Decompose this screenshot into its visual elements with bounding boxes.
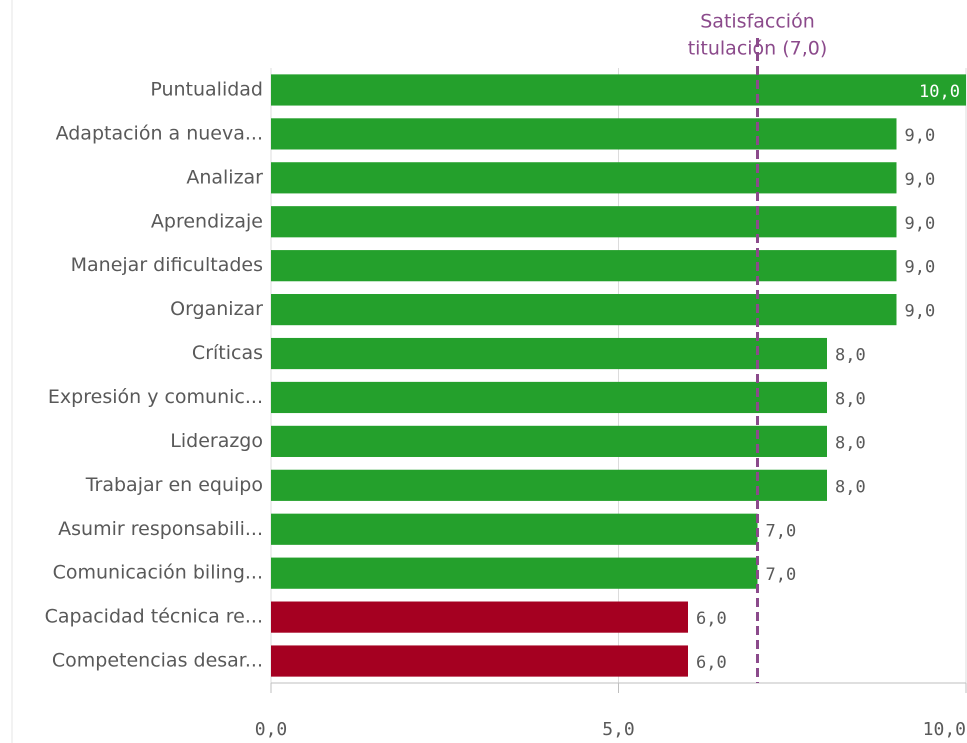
data-label: 9,0	[905, 214, 936, 234]
y-tick-label: Capacidad técnica re...	[45, 606, 263, 628]
reference-label: Satisfacción	[700, 11, 815, 33]
y-tick-label: Analizar	[186, 166, 263, 188]
bar	[271, 74, 966, 106]
reference-label: titulación (7,0)	[688, 38, 828, 60]
data-label: 9,0	[905, 302, 936, 322]
bar	[271, 206, 897, 238]
bar	[271, 601, 688, 633]
bar	[271, 513, 758, 545]
data-label: 9,0	[905, 258, 936, 278]
bar	[271, 645, 688, 677]
y-tick-label: Adaptación a nueva...	[56, 122, 263, 144]
y-tick-label: Asumir responsabili...	[58, 518, 263, 540]
bar	[271, 250, 897, 282]
y-tick-label: Manejar dificultades	[71, 254, 263, 276]
y-tick-label: Críticas	[192, 342, 263, 364]
bar	[271, 381, 827, 414]
y-tick-label: Trabajar en equipo	[85, 474, 263, 496]
bar	[271, 469, 827, 501]
y-tick-label: Expresión y comunic...	[48, 386, 263, 408]
data-label: 8,0	[835, 346, 866, 366]
y-tick-label: Organizar	[170, 298, 263, 320]
data-label: 6,0	[696, 609, 727, 629]
y-tick-label: Liderazgo	[170, 430, 263, 452]
data-label: 9,0	[905, 170, 936, 190]
y-tick-label: Comunicación biling...	[53, 562, 263, 584]
bar	[271, 118, 897, 150]
y-tick-label: Aprendizaje	[151, 210, 263, 232]
data-label: 7,0	[766, 521, 797, 541]
bar	[271, 337, 827, 370]
x-tick-label: 5,0	[602, 719, 635, 740]
x-tick-label: 0,0	[255, 719, 288, 740]
data-label: 9,0	[905, 126, 936, 146]
data-label: 8,0	[835, 389, 866, 409]
bar	[271, 425, 827, 457]
bar	[271, 557, 758, 589]
bar	[271, 294, 897, 326]
data-label: 6,0	[696, 653, 727, 673]
data-label: 8,0	[835, 433, 866, 453]
y-tick-label: Puntualidad	[150, 78, 263, 100]
data-label: 7,0	[766, 565, 797, 585]
data-label: 8,0	[835, 477, 866, 497]
x-tick-label: 10,0	[923, 719, 966, 740]
data-label: 10,0	[919, 82, 960, 102]
y-tick-label: Competencias desar...	[52, 650, 263, 672]
bar	[271, 162, 897, 194]
